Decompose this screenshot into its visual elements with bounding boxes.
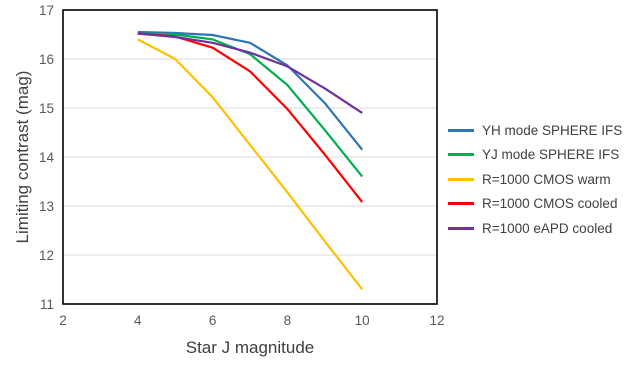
legend-label: YJ mode SPHERE IFS xyxy=(482,147,620,163)
x-tick-label: 12 xyxy=(429,313,444,328)
y-tick-label: 17 xyxy=(39,3,54,18)
legend-item: R=1000 CMOS warm xyxy=(448,167,638,192)
x-tick-label: 10 xyxy=(355,313,370,328)
y-tick-label: 11 xyxy=(40,297,54,312)
y-tick-label: 15 xyxy=(39,101,54,116)
legend-swatch xyxy=(448,177,474,181)
y-axis-label: Limiting contrast (mag) xyxy=(13,71,32,244)
x-axis-label: Star J magnitude xyxy=(186,338,315,357)
series-lines xyxy=(137,30,364,290)
legend-label: R=1000 CMOS warm xyxy=(482,171,611,187)
y-tick-label: 13 xyxy=(39,199,54,214)
legend-swatch xyxy=(448,226,474,230)
legend-label: R=1000 CMOS cooled xyxy=(482,196,618,212)
x-tick-labels: 2 4 6 8 10 12 xyxy=(59,313,444,328)
plot-area-frame xyxy=(62,9,438,305)
x-tick-label: 8 xyxy=(284,313,292,328)
x-tick-label: 2 xyxy=(59,313,67,328)
legend-item: R=1000 eAPD cooled xyxy=(448,216,638,241)
legend-item: YJ mode SPHERE IFS xyxy=(448,143,638,168)
series-line-2 xyxy=(137,32,364,178)
legend: YH mode SPHERE IFS YJ mode SPHERE IFS R=10… xyxy=(448,118,638,241)
legend-item: YH mode SPHERE IFS xyxy=(448,118,638,143)
y-tick-label: 12 xyxy=(39,248,54,263)
legend-label: R=1000 eAPD cooled xyxy=(482,220,613,236)
series-line-5 xyxy=(137,32,363,114)
x-tick-label: 4 xyxy=(134,313,142,328)
series-line-1 xyxy=(137,30,364,151)
legend-swatch xyxy=(448,128,474,132)
y-tick-label: 16 xyxy=(39,52,54,67)
legend-item: R=1000 CMOS cooled xyxy=(448,192,638,217)
legend-swatch xyxy=(448,153,474,157)
series-line-3 xyxy=(137,38,364,290)
legend-label: YH mode SPHERE IFS xyxy=(482,122,623,138)
x-tick-label: 6 xyxy=(209,313,217,328)
y-tick-labels: 11 12 13 14 15 16 17 xyxy=(39,3,55,312)
legend-swatch xyxy=(448,202,474,206)
y-tick-label: 14 xyxy=(39,150,55,165)
